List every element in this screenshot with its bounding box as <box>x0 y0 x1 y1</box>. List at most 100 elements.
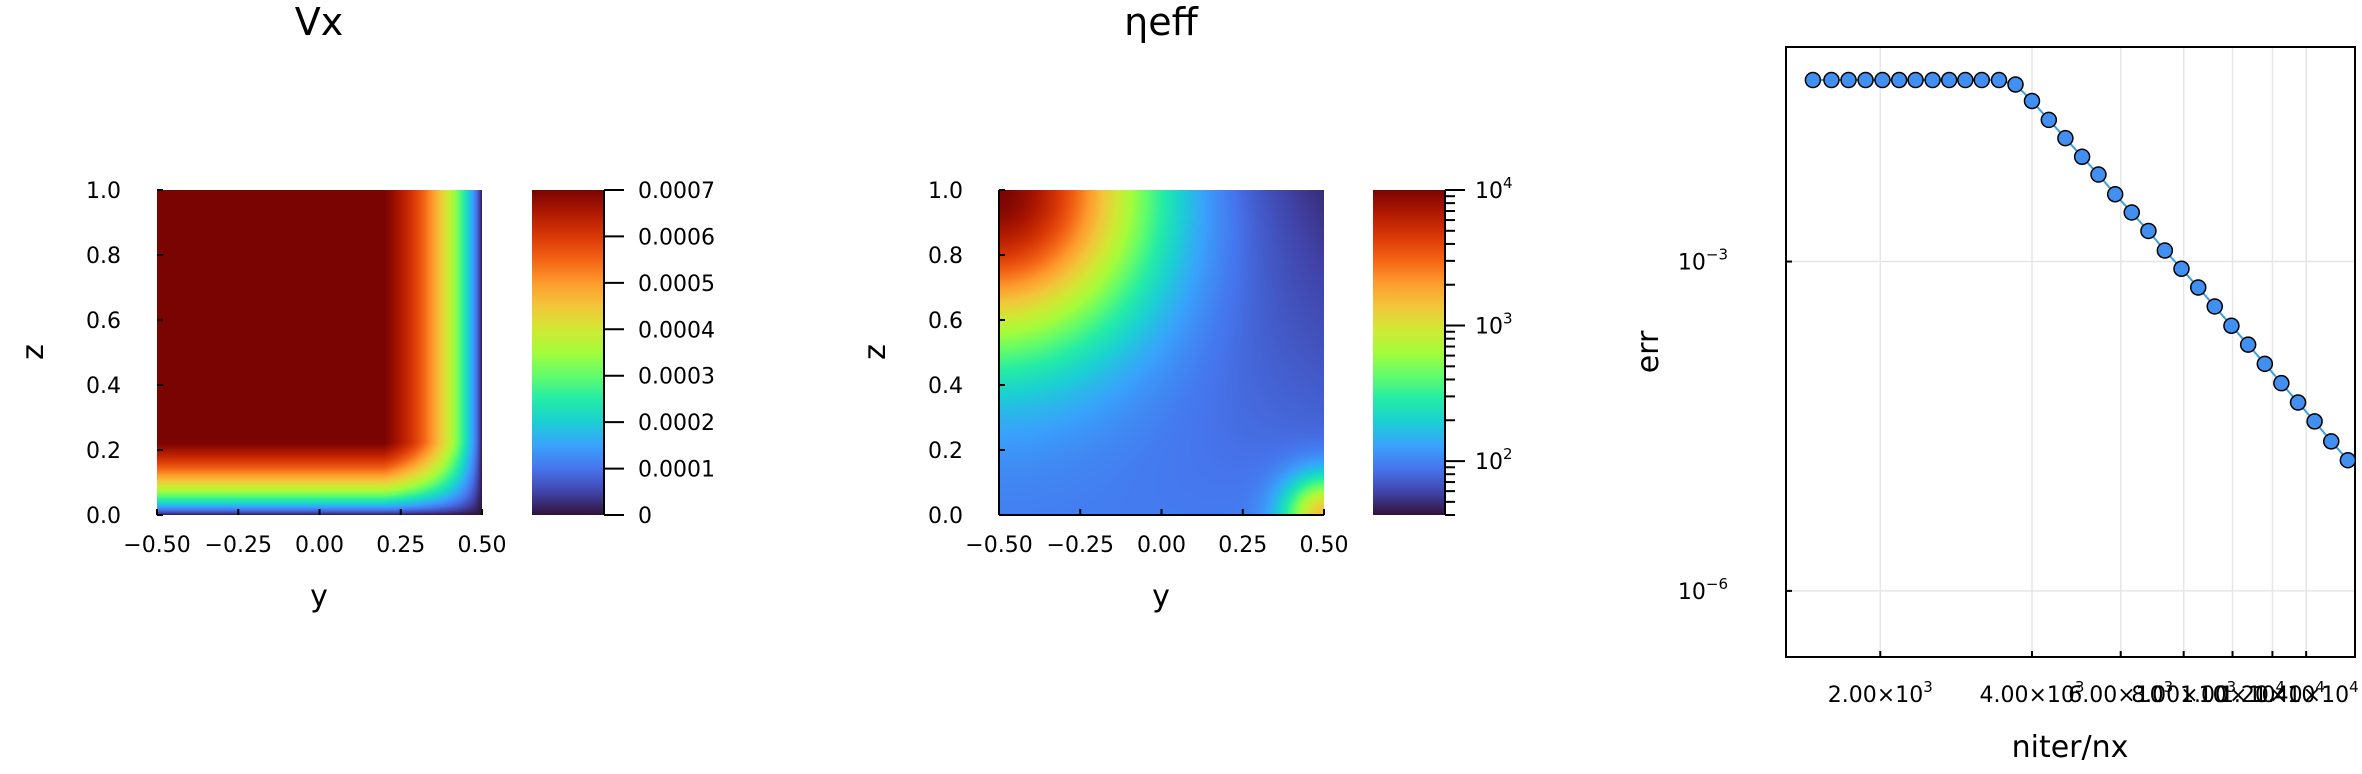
vx-colorbar <box>532 190 604 515</box>
eta-x-tick-label: −0.50 <box>965 533 1032 558</box>
err-x-tick-label: 1.20×104 <box>2220 678 2325 708</box>
err-data-point <box>1857 71 1874 89</box>
err-data-point <box>2239 336 2257 353</box>
err-data-point <box>2339 451 2355 469</box>
err-data-point <box>1804 71 1822 89</box>
err-x-label: niter/nx <box>2012 730 2129 765</box>
vx-y-tick-label: 1.0 <box>86 179 121 204</box>
err-data-point <box>1973 71 1991 89</box>
err-data-point <box>1840 71 1857 89</box>
eta-y-tick-label: 0.8 <box>928 244 963 269</box>
eta-x-label: y <box>1152 579 1170 614</box>
eta-heatmap-container <box>999 190 1324 515</box>
vx-colorbar-tick-label: 0.0007 <box>638 179 715 204</box>
eta-panel: ηeff −0.50 −0.25 0.00 0.25 0.50 0.0 0.2 0.4 0.6… <box>858 0 1513 614</box>
err-data-point <box>2023 92 2041 110</box>
err-data-point <box>2173 260 2190 277</box>
err-data-point <box>2206 298 2223 315</box>
err-series-points <box>1804 71 2355 469</box>
vx-y-tick-label: 0.6 <box>86 309 121 334</box>
vx-x-tick-label: −0.25 <box>205 533 272 558</box>
err-y-tick-label: 10−3 <box>1678 246 1728 276</box>
err-data-point <box>1990 71 2008 89</box>
err-data-point <box>2306 413 2323 430</box>
vx-title: Vx <box>295 0 343 44</box>
eta-x-axis: −0.50 −0.25 0.00 0.25 0.50 <box>965 509 1348 558</box>
vx-y-tick-label: 0.0 <box>86 504 121 529</box>
err-data-point <box>2057 129 2074 147</box>
err-data-point <box>2189 279 2207 296</box>
eta-heatmap <box>999 190 1324 515</box>
vx-colorbar-tick-label: 0.0006 <box>638 225 715 250</box>
vx-heatmap-container <box>157 190 482 515</box>
err-x-tick-label: 4.00×103 <box>1979 678 2084 708</box>
eta-y-tick-label: 0.6 <box>928 309 963 334</box>
vx-y-tick-label: 0.8 <box>86 244 121 269</box>
vx-colorbar-ticks: 0 0.0001 0.0002 0.0003 0.0004 0.0005 0.0006 0.0… <box>604 179 715 529</box>
err-series-line <box>1812 79 2349 461</box>
err-data-point <box>2289 394 2307 411</box>
err-data-point <box>1874 71 1891 89</box>
err-data-point <box>1823 71 1840 89</box>
vx-x-axis: −0.50 −0.25 0.00 0.25 0.50 <box>123 509 506 558</box>
err-x-axis: 2.00×103 4.00×1036.00×1038.00×1031.00×104… <box>1828 651 2359 708</box>
err-data-point <box>1957 71 1974 89</box>
eta-colorbar-tick-label: 102 <box>1475 445 1513 475</box>
vx-colorbar-tick-label: 0.0005 <box>638 272 715 297</box>
eta-x-tick-label: −0.25 <box>1047 533 1114 558</box>
err-y-tick-label: 10−6 <box>1678 575 1728 605</box>
vx-x-tick-label: −0.50 <box>123 533 190 558</box>
err-data-point <box>2322 433 2340 450</box>
err-data-point <box>2273 374 2290 392</box>
eta-colorbar-ticks: 102 103 104 <box>1445 174 1513 516</box>
err-data-point <box>2090 166 2107 183</box>
vx-y-tick-label: 0.2 <box>86 439 121 464</box>
err-x-tick-label: 1.00×104 <box>2180 678 2285 708</box>
err-y-axis: 10−3 10−6 <box>1678 246 1792 605</box>
err-x-tick-label: 2.00×103 <box>1828 678 1933 708</box>
err-data-point <box>1940 71 1958 89</box>
err-data-point <box>2040 111 2058 129</box>
vx-x-tick-label: 0.00 <box>295 533 344 558</box>
eta-colorbar-tick-label: 104 <box>1475 174 1513 204</box>
eta-y-tick-label: 0.2 <box>928 439 963 464</box>
vx-x-label: y <box>310 579 328 614</box>
err-y-label: err <box>1631 330 1666 373</box>
err-grid <box>1786 47 2355 657</box>
vx-colorbar-tick-label: 0.0003 <box>638 365 715 390</box>
vx-y-label: z <box>16 344 51 360</box>
eta-title: ηeff <box>1124 0 1198 44</box>
vx-panel: Vx −0.50 −0.25 0.00 0.25 0.50 0.00.20.40.60.… <box>16 0 715 614</box>
err-data-point <box>2073 148 2091 166</box>
err-data-point <box>1890 71 1908 89</box>
err-data-point <box>2256 355 2274 373</box>
err-plot-frame <box>1785 46 2356 658</box>
vx-x-tick-label: 0.25 <box>376 533 425 558</box>
eta-x-tick-label: 0.25 <box>1218 533 1267 558</box>
eta-y-label: z <box>858 344 893 360</box>
vx-x-tick-label: 0.50 <box>458 533 507 558</box>
vx-y-axis: 0.0 0.2 0.4 0.6 0.8 1.0 <box>86 179 163 529</box>
vx-colorbar-tick-label: 0.0004 <box>638 318 715 343</box>
vx-colorbar-tick-label: 0 <box>638 504 652 529</box>
eta-x-tick-label: 0.00 <box>1137 533 1186 558</box>
eta-x-tick-label: 0.50 <box>1300 533 1349 558</box>
vx-y-tick-label: 0.4 <box>86 374 121 399</box>
err-data-point <box>1924 71 1941 89</box>
err-data-point <box>2223 317 2240 335</box>
err-x-tick-label: 6.00×103 <box>2068 678 2173 708</box>
err-x-tick-label: 1.40×104 <box>2254 678 2359 708</box>
err-x-tick-label: 8.00×103 <box>2131 678 2236 708</box>
err-panel: 2.00×103 4.00×1036.00×1038.00×1031.00×104… <box>1631 46 2359 765</box>
eta-y-tick-label: 0.4 <box>928 374 963 399</box>
vx-colorbar-tick-label: 0.0001 <box>638 458 715 483</box>
err-data-point <box>1907 71 1924 89</box>
vx-colorbar-tick-label: 0.0002 <box>638 411 715 436</box>
eta-colorbar <box>1373 190 1445 515</box>
eta-y-axis: 0.0 0.2 0.4 0.6 0.8 1.0 <box>928 179 1005 529</box>
vx-heatmap <box>157 190 482 515</box>
eta-colorbar-tick-label: 103 <box>1475 310 1513 340</box>
err-data-point <box>2106 186 2124 203</box>
err-data-point <box>2007 76 2024 93</box>
